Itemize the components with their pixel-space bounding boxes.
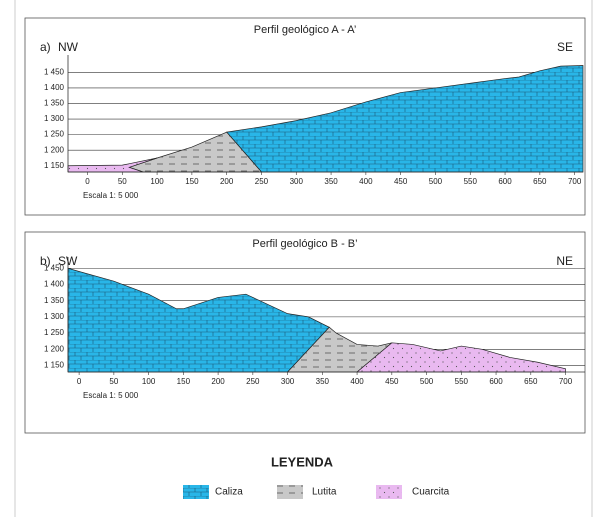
y-tick-label: 1 150 xyxy=(44,161,65,170)
legend-title: LEYENDA xyxy=(271,454,334,469)
legend-texture xyxy=(183,485,209,499)
panel-label: a) xyxy=(40,40,51,54)
rock-texture xyxy=(357,343,565,372)
x-tick-label: 400 xyxy=(350,377,364,386)
x-tick-label: 0 xyxy=(77,377,82,386)
y-tick-label: 1 350 xyxy=(44,99,65,108)
x-tick-label: 600 xyxy=(498,177,512,186)
chart-title: Perfil geológico A - A’ xyxy=(254,24,357,36)
y-tick-label: 1 400 xyxy=(44,83,65,92)
x-tick-label: 450 xyxy=(394,177,408,186)
legend-label: Cuarcita xyxy=(412,487,450,498)
y-tick-label: 1 450 xyxy=(44,263,65,272)
legend-label: Lutita xyxy=(312,487,337,498)
x-tick-label: 250 xyxy=(255,177,269,186)
x-tick-label: 150 xyxy=(185,177,199,186)
y-tick-label: 1 150 xyxy=(44,361,65,370)
x-tick-label: 500 xyxy=(429,177,443,186)
y-tick-label: 1 350 xyxy=(44,296,65,305)
legend-texture xyxy=(277,485,303,499)
x-tick-label: 350 xyxy=(324,177,338,186)
x-tick-label: 550 xyxy=(464,177,478,186)
legend-label: Caliza xyxy=(215,487,243,498)
page: LEYENDA Perfil geológico A - A’ a) NW SE 1 1… xyxy=(0,0,605,517)
x-tick-label: 350 xyxy=(316,377,330,386)
x-tick-label: 250 xyxy=(246,377,260,386)
y-tick-label: 1 250 xyxy=(44,130,65,139)
y-tick-label: 1 250 xyxy=(44,328,65,337)
x-tick-label: 650 xyxy=(533,177,547,186)
x-tick-label: 50 xyxy=(109,377,118,386)
x-tick-label: 700 xyxy=(559,377,573,386)
y-tick-label: 1 200 xyxy=(44,145,65,154)
x-tick-label: 200 xyxy=(211,377,225,386)
scale-note: Escala 1: 5 000 xyxy=(83,191,139,200)
y-tick-label: 1 450 xyxy=(44,67,65,76)
y-tick-label: 1 300 xyxy=(44,114,65,123)
x-tick-label: 650 xyxy=(524,377,538,386)
x-tick-label: 200 xyxy=(220,177,234,186)
x-tick-label: 300 xyxy=(281,377,295,386)
direction-label: NE xyxy=(556,254,573,268)
x-tick-label: 0 xyxy=(85,177,90,186)
rock-texture xyxy=(227,65,583,172)
x-tick-label: 50 xyxy=(118,177,127,186)
y-tick-label: 1 400 xyxy=(44,280,65,289)
y-tick-label: 1 200 xyxy=(44,344,65,353)
x-tick-label: 300 xyxy=(290,177,304,186)
x-tick-label: 100 xyxy=(150,177,164,186)
x-tick-label: 450 xyxy=(385,377,399,386)
chart-title: Perfil geológico B - B’ xyxy=(252,238,357,250)
legend-texture xyxy=(376,485,402,499)
x-tick-label: 550 xyxy=(455,377,469,386)
scale-note: Escala 1: 5 000 xyxy=(83,391,139,400)
x-tick-label: 600 xyxy=(489,377,503,386)
x-tick-label: 150 xyxy=(177,377,191,386)
x-tick-label: 100 xyxy=(142,377,156,386)
x-tick-label: 700 xyxy=(568,177,582,186)
y-tick-label: 1 300 xyxy=(44,312,65,321)
direction-label: NW xyxy=(58,40,79,54)
rock-texture xyxy=(68,268,329,372)
x-tick-label: 400 xyxy=(359,177,373,186)
x-tick-label: 500 xyxy=(420,377,434,386)
direction-label: SE xyxy=(557,40,573,54)
